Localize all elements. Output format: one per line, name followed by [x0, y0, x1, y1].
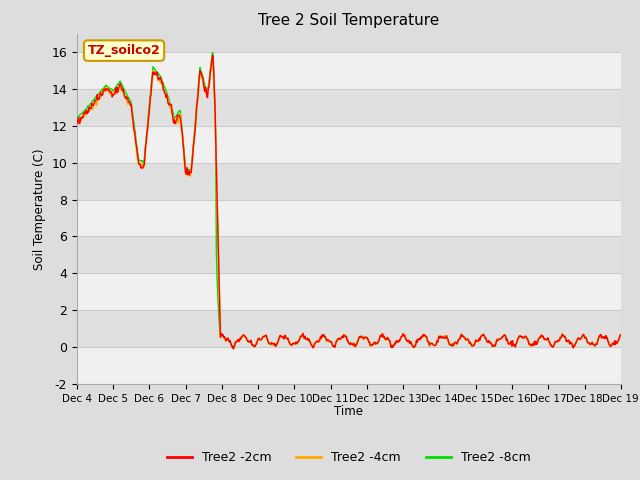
Bar: [77, 347, 621, 384]
Bar: [77, 89, 621, 126]
Bar: [77, 126, 621, 163]
Text: TZ_soilco2: TZ_soilco2: [88, 44, 161, 57]
Bar: [77, 52, 621, 89]
Title: Tree 2 Soil Temperature: Tree 2 Soil Temperature: [258, 13, 440, 28]
Bar: [77, 273, 621, 310]
Bar: [77, 310, 621, 347]
Legend: Tree2 -2cm, Tree2 -4cm, Tree2 -8cm: Tree2 -2cm, Tree2 -4cm, Tree2 -8cm: [162, 446, 536, 469]
Bar: [77, 163, 621, 200]
Y-axis label: Soil Temperature (C): Soil Temperature (C): [33, 148, 45, 270]
Bar: [77, 237, 621, 273]
Bar: [77, 200, 621, 237]
X-axis label: Time: Time: [334, 405, 364, 418]
